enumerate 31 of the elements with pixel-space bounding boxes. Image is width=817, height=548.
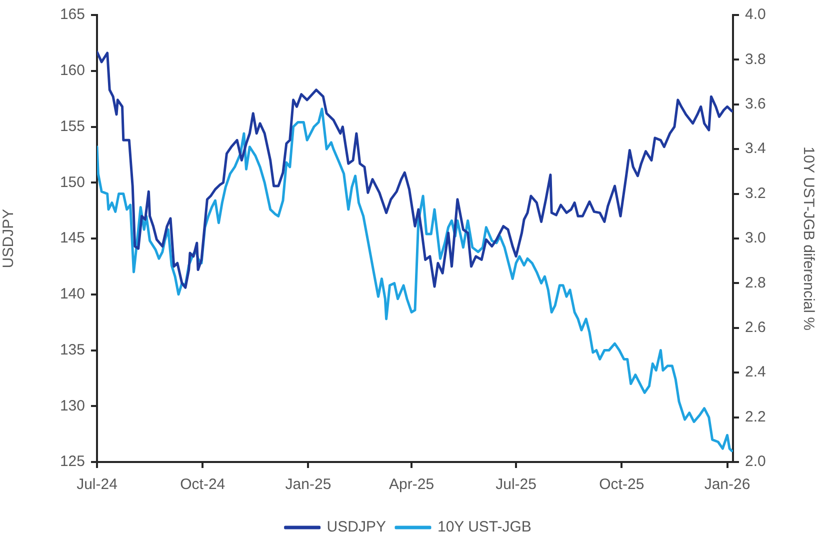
y2-tick-label: 3.2 (745, 184, 766, 202)
x-tick-label: Oct-25 (599, 476, 644, 494)
y2-tick-label: 2.0 (745, 453, 766, 470)
x-tick-label: Jan-25 (285, 476, 332, 494)
y-tick-label: 145 (60, 230, 85, 247)
x-tick-label: Jan-26 (704, 476, 750, 494)
x-tick-label: Jul-24 (76, 476, 118, 494)
y2-tick-label: 3.0 (745, 230, 766, 247)
y-tick-label: 135 (60, 341, 85, 358)
y-tick-label: 150 (60, 174, 85, 191)
y-tick-label: 130 (60, 397, 85, 414)
y2-tick-label: 2.6 (745, 319, 766, 336)
y2-tick-label: 3.4 (745, 140, 766, 158)
y-tick-label: 140 (60, 286, 85, 303)
legend-label: 10Y UST-JGB (437, 518, 532, 536)
y2-tick-label: 3.8 (745, 50, 766, 68)
y-axis-title: USDJPY (0, 208, 18, 268)
y2-tick-label: 2.8 (745, 274, 766, 292)
y2-tick-label: 2.2 (745, 408, 766, 426)
x-tick-label: Jul-25 (496, 476, 536, 494)
y-tick-label: 160 (60, 62, 85, 80)
y-tick-label: 125 (60, 453, 85, 470)
y-tick-label: 165 (60, 6, 85, 24)
y2-tick-label: 2.4 (745, 364, 766, 381)
x-tick-label: Oct-24 (180, 476, 226, 494)
y-tick-label: 155 (60, 118, 85, 135)
y2-axis-title: 10Y UST-JGB diferencial % (800, 146, 817, 330)
x-tick-label: Apr-25 (389, 476, 434, 494)
y2-tick-label: 3.6 (745, 96, 766, 113)
legend-label: USDJPY (326, 518, 386, 536)
y2-tick-label: 4.0 (745, 6, 766, 24)
